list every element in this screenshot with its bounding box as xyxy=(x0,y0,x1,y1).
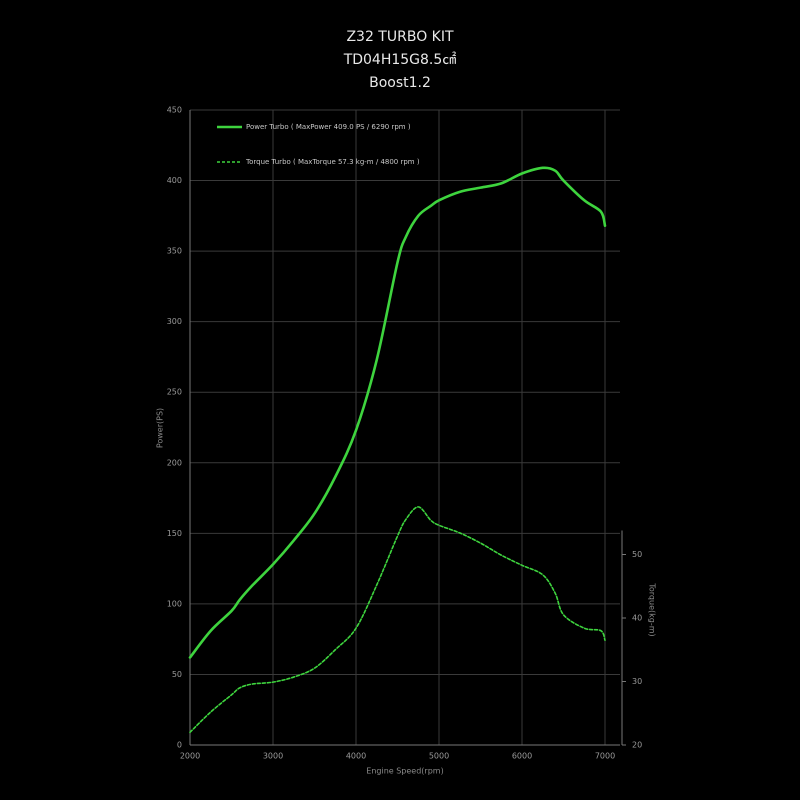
y-tick-label: 200 xyxy=(167,458,182,467)
y-tick-label: 350 xyxy=(167,247,182,256)
series-line xyxy=(188,166,607,659)
y-tick-label: 0 xyxy=(177,741,182,750)
x-tick-label: 2000 xyxy=(180,752,200,761)
chart-subtitle: Boost1.2 xyxy=(369,75,431,91)
y-tick-label: 100 xyxy=(167,599,182,608)
y-tick-label: 150 xyxy=(167,529,182,538)
y-tick-label: 250 xyxy=(167,388,182,397)
x-tick-label: 6000 xyxy=(512,752,532,761)
x-tick-label: 3000 xyxy=(263,752,283,761)
legend-label: Torque Turbo ( MaxTorque 57.3 kg-m / 480… xyxy=(245,158,420,166)
x-axis-title: Engine Speed(rpm) xyxy=(366,767,443,776)
x-tick-label: 7000 xyxy=(595,752,615,761)
series-line xyxy=(189,506,606,734)
legend-label: Power Turbo ( MaxPower 409.0 PS / 6290 r… xyxy=(246,123,411,131)
x-tick-label: 5000 xyxy=(429,752,449,761)
y2-axis-title: Torque(kg-m) xyxy=(648,582,657,636)
chart-title: Z32 TURBO KIT xyxy=(346,29,454,45)
y2-tick-label: 20 xyxy=(632,741,642,750)
x-tick-label: 4000 xyxy=(346,752,366,761)
y2-tick-label: 30 xyxy=(632,677,642,686)
y-tick-label: 300 xyxy=(167,317,182,326)
chart-subtitle: TD04H15G8.5㎠ xyxy=(343,52,457,68)
y-tick-label: 50 xyxy=(172,670,182,679)
y2-tick-label: 40 xyxy=(632,614,642,623)
y-axis-title: Power(PS) xyxy=(156,408,165,448)
y-tick-label: 450 xyxy=(167,106,182,115)
y-tick-label: 400 xyxy=(167,176,182,185)
y2-tick-label: 50 xyxy=(632,550,642,559)
